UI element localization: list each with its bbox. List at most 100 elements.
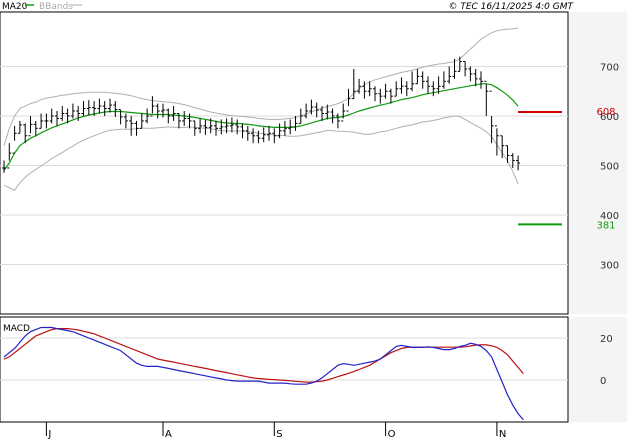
ohlc-bar	[293, 115, 298, 131]
bb-lower-line	[3, 115, 519, 191]
ohlc-bar	[65, 108, 70, 124]
ohlc-bar	[489, 90, 494, 144]
ohlc-bar	[510, 153, 515, 168]
ohlc-bar	[145, 108, 150, 124]
macd-y-axis: 20 0	[600, 334, 613, 387]
ohlc-bar	[33, 120, 38, 136]
macd-signal-line	[3, 328, 524, 383]
ohlc-bar	[468, 66, 473, 82]
level-label-381: 381	[596, 220, 615, 231]
ohlc-bar	[235, 119, 240, 135]
macd-tick-label: 20	[600, 334, 613, 345]
ohlc-bar	[288, 119, 293, 135]
ohlc-bar	[139, 113, 144, 129]
macd-panel-frame	[0, 316, 569, 423]
ohlc-bar	[70, 103, 75, 119]
ohlc-bar	[2, 160, 6, 173]
ohlc-bar	[86, 100, 91, 115]
ohlc-bar	[479, 71, 483, 89]
ohlc-bar	[161, 103, 165, 118]
price-tick-label: 600	[600, 112, 619, 123]
ohlc-bar	[23, 123, 28, 144]
ohlc-bar	[335, 113, 340, 129]
copyright-text: © TEC 16/11/2025 4:0 GMT	[448, 2, 574, 12]
ohlc-bar	[224, 118, 229, 134]
price-axis-strip	[569, 12, 627, 314]
x-tick-label: S	[276, 429, 282, 440]
ohlc-bar	[415, 68, 420, 85]
ohlc-bars	[2, 56, 521, 173]
ohlc-bar	[404, 81, 409, 97]
ohlc-bar	[118, 109, 123, 125]
price-y-axis: 700 600 500 400 300	[600, 62, 619, 271]
ohlc-bar	[219, 119, 224, 135]
price-panel-frame	[0, 11, 569, 315]
ohlc-bar	[166, 108, 171, 124]
ohlc-bar	[134, 120, 139, 136]
ohlc-bar	[171, 106, 176, 121]
price-gridlines	[0, 65, 568, 265]
ohlc-bar	[500, 135, 505, 159]
ohlc-bar	[388, 88, 393, 104]
ohlc-bar	[108, 98, 112, 113]
price-tick-label: 400	[600, 211, 619, 222]
ohlc-bar	[463, 61, 468, 77]
price-tick-label: 700	[600, 62, 619, 73]
ohlc-bar	[76, 106, 81, 121]
macd-title: MACD	[3, 324, 30, 334]
ohlc-bar	[277, 123, 282, 139]
ohlc-bar	[81, 101, 86, 116]
ohlc-bar	[229, 117, 234, 133]
ohlc-bar	[341, 103, 346, 122]
price-tick-label: 500	[600, 161, 619, 172]
ohlc-bar	[351, 68, 356, 100]
ohlc-bar	[261, 127, 266, 143]
ohlc-bar	[346, 88, 351, 112]
ohlc-bar	[330, 108, 335, 124]
ohlc-bar	[150, 96, 155, 117]
ohlc-bar	[378, 88, 383, 104]
ohlc-bar	[92, 101, 97, 116]
ma20-line	[3, 83, 519, 171]
ohlc-bar	[256, 130, 261, 144]
ohlc-bar	[484, 80, 489, 116]
ohlc-bar	[7, 143, 12, 169]
ohlc-bar	[17, 120, 22, 134]
macd-axis-strip	[569, 317, 627, 422]
macd-lines	[3, 326, 524, 421]
ohlc-bar	[362, 81, 367, 99]
ohlc-bar	[267, 125, 271, 141]
macd-main-line	[3, 326, 524, 421]
ohlc-bar	[129, 115, 134, 136]
ohlc-bar	[123, 113, 128, 129]
ohlc-bar	[516, 155, 521, 171]
bb-upper-line	[3, 27, 519, 146]
level-label-608: 608	[596, 107, 615, 118]
ohlc-bar	[282, 120, 287, 136]
ohlc-bar	[431, 81, 436, 97]
ohlc-bar	[39, 113, 44, 129]
ohlc-bar	[304, 103, 309, 119]
ohlc-bar	[214, 120, 218, 136]
ohlc-bar	[44, 113, 49, 129]
ohlc-bar	[12, 125, 17, 154]
ohlc-bar	[272, 128, 277, 144]
ohlc-bar	[113, 101, 118, 117]
ohlc-bar	[494, 125, 499, 156]
legend-ma20-label: MA20	[2, 2, 28, 12]
ohlc-bar	[447, 66, 452, 84]
ohlc-bar	[325, 104, 330, 120]
ohlc-bar	[367, 81, 372, 97]
ohlc-bar	[187, 113, 192, 129]
x-tick-label: O	[388, 429, 396, 440]
ohlc-bar	[473, 68, 478, 87]
ohlc-bar	[240, 123, 245, 139]
ohlc-bar	[441, 71, 446, 89]
ohlc-bar	[314, 102, 319, 118]
ma20-series-line	[3, 83, 519, 171]
ohlc-bar	[245, 125, 250, 141]
ohlc-bar	[55, 111, 59, 126]
ohlc-bar	[399, 77, 404, 94]
macd-tick-label: 0	[600, 376, 606, 387]
